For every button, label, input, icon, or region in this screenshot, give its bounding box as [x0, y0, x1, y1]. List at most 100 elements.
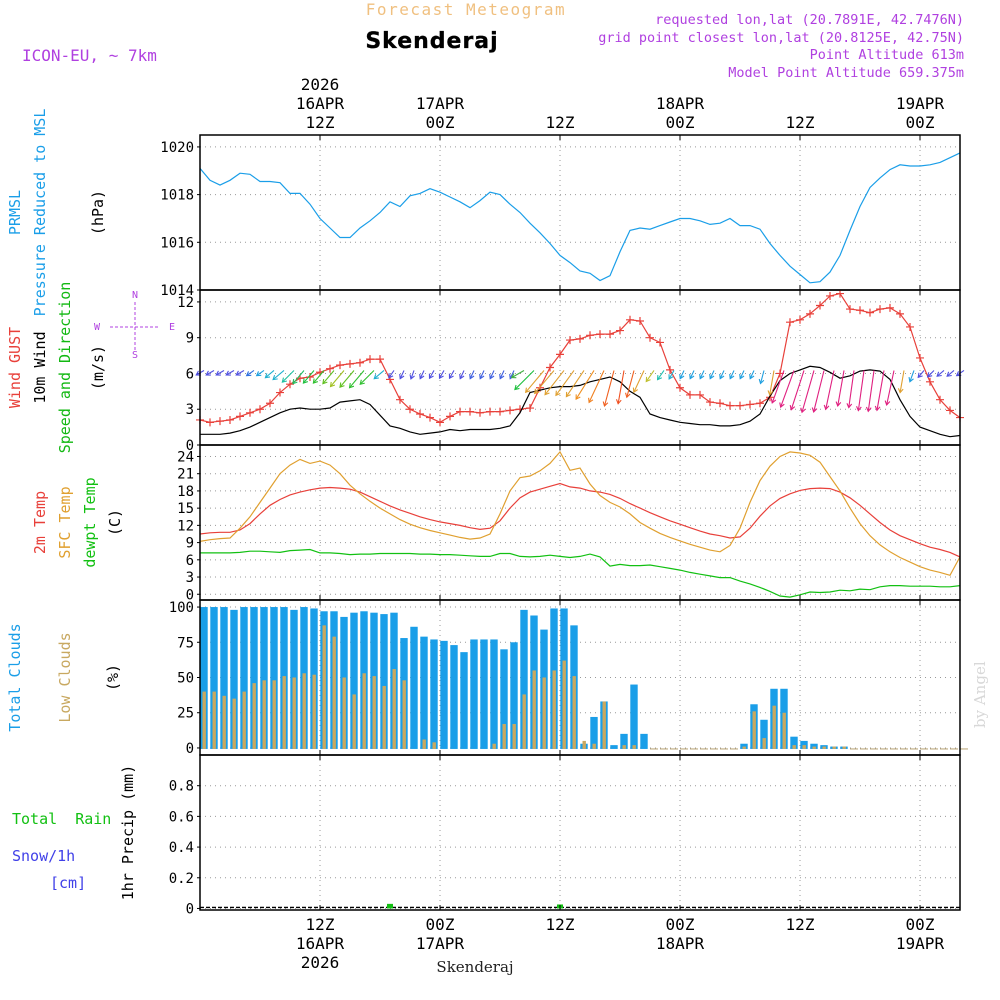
wind-arrow-head	[835, 401, 842, 407]
wind-arrow	[469, 370, 475, 380]
wind-arrow	[459, 370, 465, 380]
wind-arrow	[225, 369, 235, 376]
y-axis-label: 2m Temp	[31, 491, 49, 554]
wind-arrow-shaft	[780, 370, 795, 408]
wind-arrow-shaft	[729, 370, 735, 379]
low-cloud-bar	[592, 743, 596, 749]
low-cloud-bar	[262, 680, 266, 749]
gust-marker	[916, 353, 924, 362]
panel-frame	[199, 754, 961, 911]
gust-marker	[666, 365, 674, 374]
total-cloud-bar	[420, 636, 428, 749]
wind-arrow-head	[348, 383, 355, 389]
gust-marker	[846, 305, 854, 314]
y-tick-label: 9	[186, 536, 194, 552]
gust-marker	[436, 418, 444, 427]
y-tick-label: 50	[177, 671, 194, 687]
wind-arrow-head	[428, 373, 434, 380]
gust-marker	[796, 315, 804, 324]
wind-arrow-head	[215, 370, 221, 376]
panel-wind: 0 3 6 9 12 Wind GUST 10m Wind Speed and Directi…	[6, 282, 965, 454]
wind-arrow-shaft	[272, 370, 285, 381]
series-line-dew	[200, 548, 961, 598]
total-cloud-bar	[460, 652, 468, 749]
low-cloud-bar	[422, 739, 426, 749]
y-tick-label: 12	[177, 518, 194, 534]
wind-arrow-head	[359, 379, 365, 386]
wind-arrow-shaft	[439, 370, 445, 379]
wind-arrow-head	[329, 381, 336, 388]
wind-arrow	[625, 370, 635, 399]
wind-arrow	[292, 370, 305, 385]
wind-arrow-shaft	[281, 370, 295, 383]
wind-arrow-shaft	[205, 369, 215, 376]
gust-marker	[256, 405, 264, 414]
gust-marker	[926, 377, 934, 386]
gust-marker	[546, 363, 554, 372]
y-axis-unit: (hPa)	[89, 190, 107, 235]
y-tick-label: 0	[186, 438, 194, 454]
y-tick-label: 15	[177, 501, 194, 517]
y-tick-label: 1018	[160, 188, 194, 204]
wind-arrow	[388, 370, 395, 379]
wind-arrow	[409, 370, 415, 380]
wind-arrow-shaft	[936, 370, 945, 377]
wind-arrow-head	[235, 370, 241, 376]
wind-arrow-shaft	[603, 370, 615, 407]
wind-arrow-head	[719, 373, 725, 380]
wind-arrow	[926, 370, 935, 378]
wind-arrow	[575, 370, 595, 400]
wind-arrow-head	[555, 390, 561, 397]
gust-marker	[606, 330, 614, 339]
wind-arrow-head	[339, 382, 345, 388]
gust-marker	[566, 336, 574, 345]
wind-arrow-shaft	[909, 370, 915, 382]
time-axis-label: 12Z	[786, 113, 815, 132]
gust-marker	[806, 309, 814, 318]
wind-arrow-shaft	[857, 370, 865, 411]
wind-arrow	[884, 370, 895, 406]
gust-marker	[616, 326, 624, 335]
wind-arrow	[767, 370, 775, 396]
wind-arrow-head	[615, 399, 622, 405]
location-title: Skenderaj	[365, 29, 498, 54]
wind-arrow-shaft	[769, 370, 775, 395]
time-axis-label: 2026	[301, 953, 340, 972]
wind-arrow	[835, 370, 845, 407]
wind-arrow	[602, 370, 615, 407]
low-cloud-bar	[342, 677, 346, 749]
total-cloud-bar	[380, 614, 388, 749]
gust-marker	[326, 364, 334, 373]
gust-marker	[556, 350, 564, 359]
wind-arrow	[489, 370, 495, 380]
wind-arrow-shaft	[302, 370, 315, 384]
low-cloud-bar	[332, 636, 336, 749]
model-altitude: Model Point Altitude 659.375m	[728, 65, 964, 81]
gust-marker	[906, 322, 914, 331]
low-cloud-bar	[282, 676, 286, 749]
wind-arrow-shaft	[588, 370, 605, 403]
low-cloud-bar	[562, 660, 566, 749]
wind-arrow	[770, 370, 785, 404]
gust-marker	[656, 338, 664, 347]
wind-arrow-head	[205, 370, 211, 376]
wind-arrow-head	[846, 403, 853, 409]
gust-marker	[466, 407, 474, 416]
total-cloud-bar	[430, 639, 438, 749]
wind-arrow	[281, 370, 295, 383]
series-line-temp2m	[199, 482, 961, 558]
wind-arrow	[339, 370, 355, 388]
y-tick-label: 21	[177, 467, 194, 483]
gust-marker	[686, 390, 694, 399]
wind-arrow	[739, 370, 745, 380]
y-tick-label: 3	[186, 570, 194, 586]
gust-marker	[416, 410, 424, 418]
wind-arrow-head	[399, 373, 405, 380]
wind-arrow-head	[823, 404, 830, 411]
legend-total-rain: Total Rain	[12, 810, 111, 828]
wind-arrow-head	[544, 389, 550, 396]
series-line-sfc	[199, 450, 961, 577]
series-line-gust	[199, 292, 961, 423]
wind-arrow	[479, 370, 485, 380]
time-axis-label: 12Z	[306, 915, 335, 934]
